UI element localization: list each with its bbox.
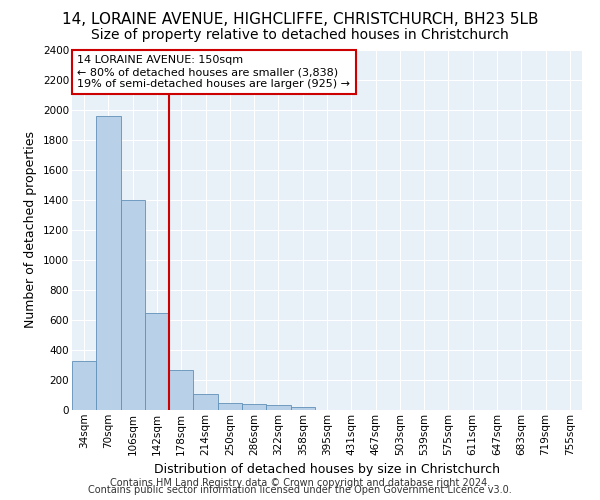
Bar	[96, 116, 121, 410]
Y-axis label: Number of detached properties: Number of detached properties	[25, 132, 37, 328]
Text: 14 LORAINE AVENUE: 150sqm
← 80% of detached houses are smaller (3,838)
19% of se: 14 LORAINE AVENUE: 150sqm ← 80% of detac…	[77, 56, 350, 88]
Bar	[193, 394, 218, 410]
Bar	[290, 406, 315, 410]
Bar	[145, 313, 169, 410]
Text: Size of property relative to detached houses in Christchurch: Size of property relative to detached ho…	[91, 28, 509, 42]
Bar	[72, 361, 96, 410]
Bar	[169, 370, 193, 410]
Bar	[266, 405, 290, 410]
Bar	[218, 402, 242, 410]
Text: Contains public sector information licensed under the Open Government Licence v3: Contains public sector information licen…	[88, 485, 512, 495]
Text: Contains HM Land Registry data © Crown copyright and database right 2024.: Contains HM Land Registry data © Crown c…	[110, 478, 490, 488]
Bar	[242, 404, 266, 410]
X-axis label: Distribution of detached houses by size in Christchurch: Distribution of detached houses by size …	[154, 463, 500, 476]
Text: 14, LORAINE AVENUE, HIGHCLIFFE, CHRISTCHURCH, BH23 5LB: 14, LORAINE AVENUE, HIGHCLIFFE, CHRISTCH…	[62, 12, 538, 28]
Bar	[121, 200, 145, 410]
